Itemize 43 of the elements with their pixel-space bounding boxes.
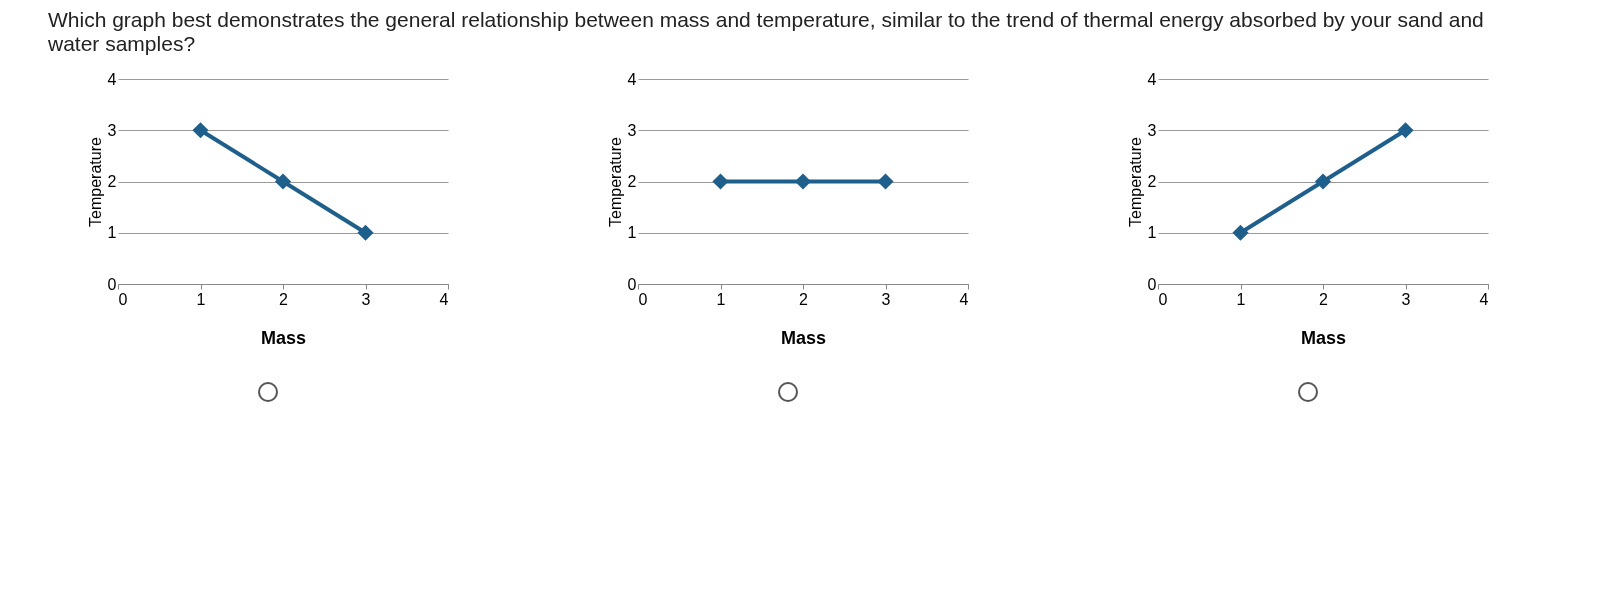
x-tick-label: 2 xyxy=(799,290,809,308)
point xyxy=(357,224,374,241)
x-tick-label: 1 xyxy=(196,290,206,308)
y-tick-label: 0 xyxy=(627,275,637,293)
y-tick-label: 3 xyxy=(107,121,117,139)
point xyxy=(274,173,292,190)
x-tick-label: 3 xyxy=(881,290,891,308)
x-tick-label: 3 xyxy=(361,290,371,308)
x-tick-label: 1 xyxy=(716,290,726,308)
x-axis-title: Mass xyxy=(780,327,827,348)
x-axis-title: Mass xyxy=(1300,327,1347,348)
y-tick-label: 3 xyxy=(1147,121,1157,139)
y-tick-label: 1 xyxy=(627,224,637,242)
y-tick-label: 1 xyxy=(107,224,117,242)
text: Which graph best demonstrates the general relationship between mass and temperature, similar to the trend of thermal energy absorbed by your sand and water samples? xyxy=(48,8,1485,56)
y-tick-label: 4 xyxy=(107,70,117,88)
x-tick-label: 0 xyxy=(1158,290,1168,308)
x-tick-label: 2 xyxy=(1319,290,1329,308)
x-tick-label: 3 xyxy=(1401,290,1411,308)
x-tick-label: 4 xyxy=(1479,290,1489,308)
x-axis-title: Mass xyxy=(260,327,307,348)
y-axis-title: Temperature xyxy=(1126,136,1144,227)
y-tick-label: 2 xyxy=(627,173,637,190)
x-tick-label: 1 xyxy=(1236,290,1246,308)
x-tick-label: 2 xyxy=(279,290,289,308)
y-tick-label: 0 xyxy=(107,275,117,293)
y-tick-label: 3 xyxy=(627,121,637,139)
x-tick-label: 4 xyxy=(439,290,449,308)
x-tick-label: 0 xyxy=(118,290,128,308)
point xyxy=(1397,122,1414,139)
y-axis-title: Temperature xyxy=(606,136,624,227)
x-tick-label: 0 xyxy=(638,290,648,308)
point xyxy=(1232,224,1249,241)
y-tick-label: 2 xyxy=(107,173,117,190)
y-tick-label: 2 xyxy=(1147,173,1157,190)
y-tick-label: 0 xyxy=(1147,275,1157,293)
y-tick-label: 1 xyxy=(1147,224,1157,242)
x-tick-label: 4 xyxy=(959,290,969,308)
point xyxy=(1314,173,1332,190)
y-tick-label: 4 xyxy=(1147,70,1157,88)
point xyxy=(192,122,209,139)
y-tick-label: 4 xyxy=(627,70,637,88)
y-axis-title: Temperature xyxy=(86,136,104,227)
